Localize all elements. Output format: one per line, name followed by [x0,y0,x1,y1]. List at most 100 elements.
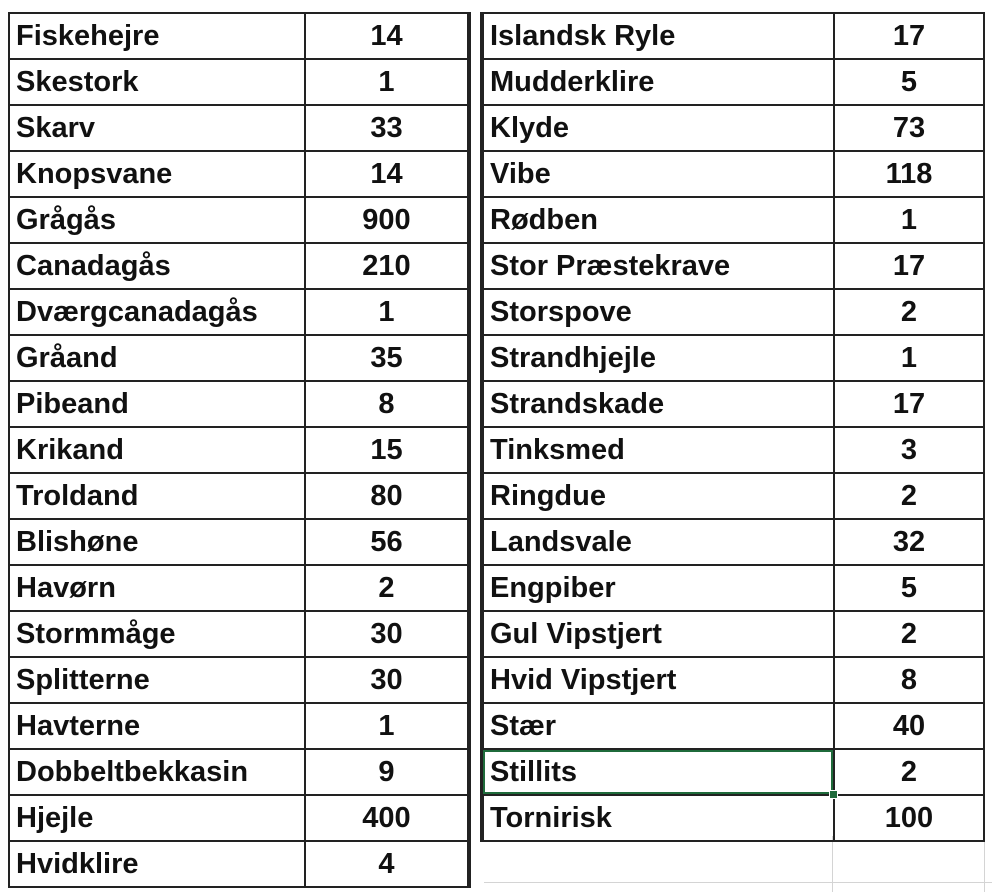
species-count-cell[interactable]: 8 [833,656,985,704]
table-row: Stormmåge 30 [8,610,470,658]
species-name-cell[interactable]: Krikand [8,426,306,474]
table-row: Islandsk Ryle 17 [481,12,985,60]
species-name-cell[interactable]: Stær [481,702,835,750]
species-name-cell[interactable]: Canadagås [8,242,306,290]
table-row: Rødben 1 [481,196,985,244]
species-count-cell[interactable]: 1 [304,288,470,336]
species-name-cell[interactable]: Tornirisk [481,794,835,842]
table-row: Skestork 1 [8,58,470,106]
species-name-cell[interactable]: Klyde [481,104,835,152]
species-count-cell[interactable]: 30 [304,610,470,658]
species-name-cell[interactable]: Strandhjejle [481,334,835,382]
species-count-cell[interactable]: 3 [833,426,985,474]
species-count-cell[interactable]: 8 [304,380,470,428]
species-name-cell[interactable]: Mudderklire [481,58,835,106]
species-count-cell[interactable]: 210 [304,242,470,290]
species-name-cell[interactable]: Skarv [8,104,306,152]
species-count-cell[interactable]: 17 [833,242,985,290]
table-row: Dobbeltbekkasin 9 [8,748,470,796]
table-row: Landsvale 32 [481,518,985,566]
species-count-cell[interactable]: 5 [833,58,985,106]
table-row: Havterne 1 [8,702,470,750]
table-row: Tinksmed 3 [481,426,985,474]
species-name-cell[interactable]: Storspove [481,288,835,336]
table-row: Stor Præstekrave 17 [481,242,985,290]
species-name-cell[interactable]: Skestork [8,58,306,106]
table-row: Krikand 15 [8,426,470,474]
species-name-cell[interactable]: Stormmåge [8,610,306,658]
species-name-cell[interactable]: Hvid Vipstjert [481,656,835,704]
species-name-cell[interactable]: Dværgcanadagås [8,288,306,336]
selection-fill-handle[interactable] [829,790,838,799]
species-name-cell[interactable]: Engpiber [481,564,835,612]
species-count-cell[interactable]: 400 [304,794,470,842]
species-count-cell[interactable]: 15 [304,426,470,474]
species-count-cell[interactable]: 5 [833,564,985,612]
bird-count-table-left: Fiskehejre 14 Skestork 1 Skarv 33 Knopsvane 14 G… [8,12,471,888]
species-name-cell[interactable]: Gul Vipstjert [481,610,835,658]
species-count-cell[interactable]: 33 [304,104,470,152]
species-count-cell[interactable]: 2 [304,564,470,612]
species-name-cell[interactable]: Pibeand [8,380,306,428]
species-count-cell[interactable]: 1 [304,702,470,750]
species-name-cell[interactable]: Hvidklire [8,840,306,888]
table-row: Skarv 33 [8,104,470,152]
species-name-cell[interactable]: Vibe [481,150,835,198]
species-count-cell[interactable]: 1 [833,334,985,382]
species-name-cell[interactable]: Dobbeltbekkasin [8,748,306,796]
table-row: Hvidklire 4 [8,840,470,888]
species-count-cell[interactable]: 35 [304,334,470,382]
species-count-cell[interactable]: 118 [833,150,985,198]
table-row: Blishøne 56 [8,518,470,566]
bird-count-table-right: Islandsk Ryle 17 Mudderklire 5 Klyde 73 Vibe 11… [480,12,985,842]
table-row: Ringdue 2 [481,472,985,520]
species-count-cell[interactable]: 100 [833,794,985,842]
species-count-cell[interactable]: 40 [833,702,985,750]
species-name-cell[interactable]: Havørn [8,564,306,612]
species-count-cell[interactable]: 9 [304,748,470,796]
species-name-cell[interactable]: Stor Præstekrave [481,242,835,290]
species-name-cell[interactable]: Islandsk Ryle [481,12,835,60]
table-row: Fiskehejre 14 [8,12,470,60]
species-count-cell[interactable]: 1 [833,196,985,244]
table-row: Vibe 118 [481,150,985,198]
species-name-cell[interactable]: Landsvale [481,518,835,566]
species-name-cell[interactable]: Blishøne [8,518,306,566]
species-name-cell[interactable]: Knopsvane [8,150,306,198]
species-count-cell[interactable]: 2 [833,610,985,658]
species-count-cell[interactable]: 2 [833,288,985,336]
species-name-cell[interactable]: Splitterne [8,656,306,704]
species-count-cell[interactable]: 80 [304,472,470,520]
species-count-cell[interactable]: 2 [833,748,985,796]
species-count-cell[interactable]: 14 [304,150,470,198]
species-name-cell[interactable]: Troldand [8,472,306,520]
species-count-cell[interactable]: 4 [304,840,470,888]
species-name-cell[interactable]: Ringdue [481,472,835,520]
species-count-cell[interactable]: 30 [304,656,470,704]
species-count-cell[interactable]: 900 [304,196,470,244]
species-count-cell[interactable]: 1 [304,58,470,106]
selected-cell[interactable]: Stillits [481,748,835,796]
species-name-cell[interactable]: Fiskehejre [8,12,306,60]
species-count-cell[interactable]: 17 [833,380,985,428]
species-name-cell[interactable]: Rødben [481,196,835,244]
species-name-cell[interactable]: Hjejle [8,794,306,842]
table-row: Strandskade 17 [481,380,985,428]
table-row: Gul Vipstjert 2 [481,610,985,658]
table-row: Tornirisk 100 [481,794,985,842]
species-count-cell[interactable]: 2 [833,472,985,520]
species-name-cell[interactable]: Strandskade [481,380,835,428]
table-row: Hjejle 400 [8,794,470,842]
species-name-cell[interactable]: Havterne [8,702,306,750]
species-count-cell[interactable]: 32 [833,518,985,566]
species-name-cell[interactable]: Tinksmed [481,426,835,474]
species-count-cell[interactable]: 17 [833,12,985,60]
species-name-cell[interactable]: Grågås [8,196,306,244]
table-row: Canadagås 210 [8,242,470,290]
species-count-cell[interactable]: 56 [304,518,470,566]
species-name-cell[interactable]: Gråand [8,334,306,382]
species-count-cell[interactable]: 14 [304,12,470,60]
species-count-cell[interactable]: 73 [833,104,985,152]
table-row: Klyde 73 [481,104,985,152]
